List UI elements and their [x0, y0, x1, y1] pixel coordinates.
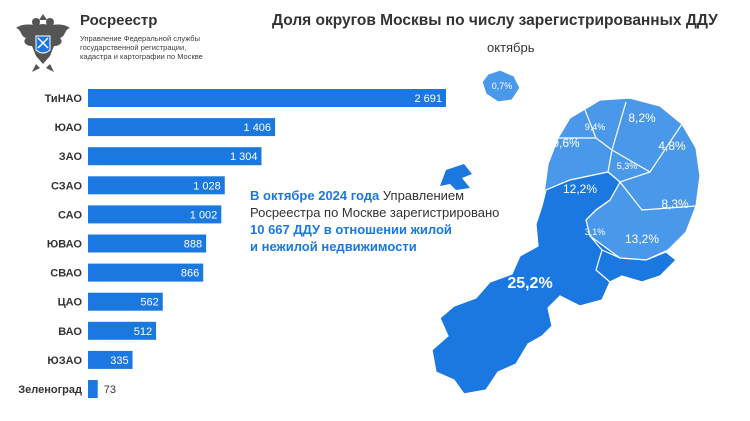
annotation-highlight: В октябре 2024 года — [250, 188, 380, 203]
bar — [88, 350, 133, 369]
bar-category-label: ЮЗАО — [47, 355, 82, 367]
annotation-line1-rest: Управлением — [379, 188, 465, 203]
brand-name: Росреестр — [80, 12, 158, 29]
map-label-zao: 9,6% — [552, 136, 580, 150]
map-label-tinao: 25,2% — [507, 275, 552, 292]
annotation-line2: Росреестра по Москве зарегистрировано — [250, 205, 500, 220]
map-label-zelenograd: 0,7% — [492, 81, 513, 91]
brand-subtitle-line: Управление Федеральной службы — [80, 34, 200, 43]
bar — [88, 147, 262, 166]
moscow-districts-map: 0,7% 9,4% 8,2% 9,6% 4,8% 5,3% 12,2% 8,3%… — [431, 69, 701, 395]
annotation-line4: и нежилой недвижимости — [250, 239, 417, 254]
map-label-svao: 4,8% — [658, 139, 686, 153]
bar-value-label: 335 — [110, 355, 128, 367]
map-label-vao: 8,3% — [661, 197, 689, 211]
bar-category-label: САО — [58, 209, 82, 221]
bar — [88, 380, 98, 398]
bar-category-label: ЮАО — [55, 122, 83, 134]
bar — [88, 234, 207, 253]
bar-category-label: Зеленоград — [18, 384, 82, 396]
bar — [88, 205, 222, 224]
bar-value-label: 1 406 — [244, 122, 272, 134]
map-region-tinao — [431, 171, 677, 395]
map-region-zelenograd — [481, 69, 521, 103]
bar-category-label: ТиНАО — [45, 93, 83, 105]
bar-category-label: ЮВАО — [47, 239, 83, 251]
bar-value-label: 866 — [181, 268, 199, 280]
annotation-text: В октябре 2024 года Управлением Росреест… — [250, 187, 520, 255]
brand-subtitle-line: государственной регистрации, — [80, 43, 187, 52]
bar-category-label: СВАО — [50, 268, 82, 280]
bar-category-label: ЗАО — [59, 151, 83, 163]
bar — [88, 263, 204, 282]
map-label-cao: 5,3% — [617, 161, 638, 171]
annotation-line3: 10 667 ДДУ в отношении жилой — [250, 222, 452, 237]
bar — [88, 89, 446, 107]
bar-value-label: 888 — [184, 239, 202, 251]
map-label-szao: 9,4% — [585, 122, 606, 132]
map-borders-south — [585, 199, 621, 283]
map-label-yuvao: 3,1% — [585, 227, 606, 237]
brand-subtitle-line: кадастра и картографии по Москве — [80, 52, 203, 61]
bar — [88, 292, 163, 311]
map-label-yuao: 13,2% — [625, 232, 659, 246]
bar-category-label: ЦАО — [58, 297, 83, 309]
map-region-detached — [440, 164, 472, 190]
brand-subtitle: Управление Федеральной службы государств… — [80, 34, 270, 61]
bar — [88, 118, 276, 137]
bar-value-label: 1 304 — [230, 151, 258, 163]
bar-category-label: СЗАО — [51, 180, 82, 192]
chart-title: Доля округов Москвы по числу зарегистрир… — [272, 12, 718, 29]
bar-value-label: 1 028 — [193, 180, 221, 192]
map-label-yuzao: 12,2% — [563, 182, 597, 196]
bar — [88, 176, 225, 195]
bar-value-label: 2 691 — [414, 93, 442, 105]
bar-value-label: 1 002 — [190, 209, 218, 221]
map-label-sao: 8,2% — [628, 111, 656, 125]
bar-value-label: 562 — [140, 297, 158, 309]
bar-value-label: 73 — [104, 384, 116, 396]
bar-value-label: 512 — [134, 326, 152, 338]
bar — [88, 321, 157, 340]
rosreestr-emblem-icon — [16, 14, 70, 72]
bar-category-label: ВАО — [58, 326, 82, 338]
chart-subtitle: октябрь — [487, 40, 535, 55]
